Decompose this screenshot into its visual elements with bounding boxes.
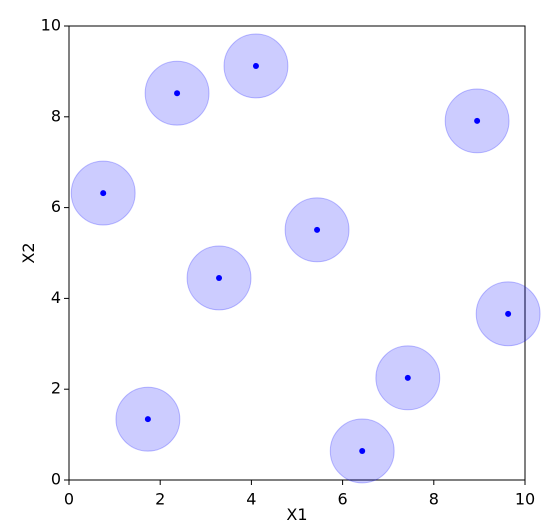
point xyxy=(174,90,181,97)
point xyxy=(216,274,223,281)
x-tick-label: 4 xyxy=(246,490,256,509)
point xyxy=(404,374,411,381)
y-axis-label: X2 xyxy=(19,242,38,263)
x-tick-label: 2 xyxy=(155,490,165,509)
point xyxy=(314,226,321,233)
y-tick-label: 4 xyxy=(51,288,61,307)
x-tick-label: 8 xyxy=(429,490,439,509)
point xyxy=(474,117,481,124)
y-tick-label: 0 xyxy=(51,470,61,489)
y-tick-label: 8 xyxy=(51,106,61,125)
x-tick-label: 0 xyxy=(64,490,74,509)
x-tick-label: 6 xyxy=(338,490,348,509)
x-tick-label: 10 xyxy=(515,490,535,509)
y-tick-label: 2 xyxy=(51,379,61,398)
point xyxy=(505,310,512,317)
x-axis-label: X1 xyxy=(286,505,307,524)
point xyxy=(252,62,259,69)
y-tick-label: 6 xyxy=(51,197,61,216)
point xyxy=(100,190,107,197)
plot-frame xyxy=(68,25,526,481)
point xyxy=(144,416,151,423)
point xyxy=(359,447,366,454)
y-tick-label: 10 xyxy=(41,16,61,35)
